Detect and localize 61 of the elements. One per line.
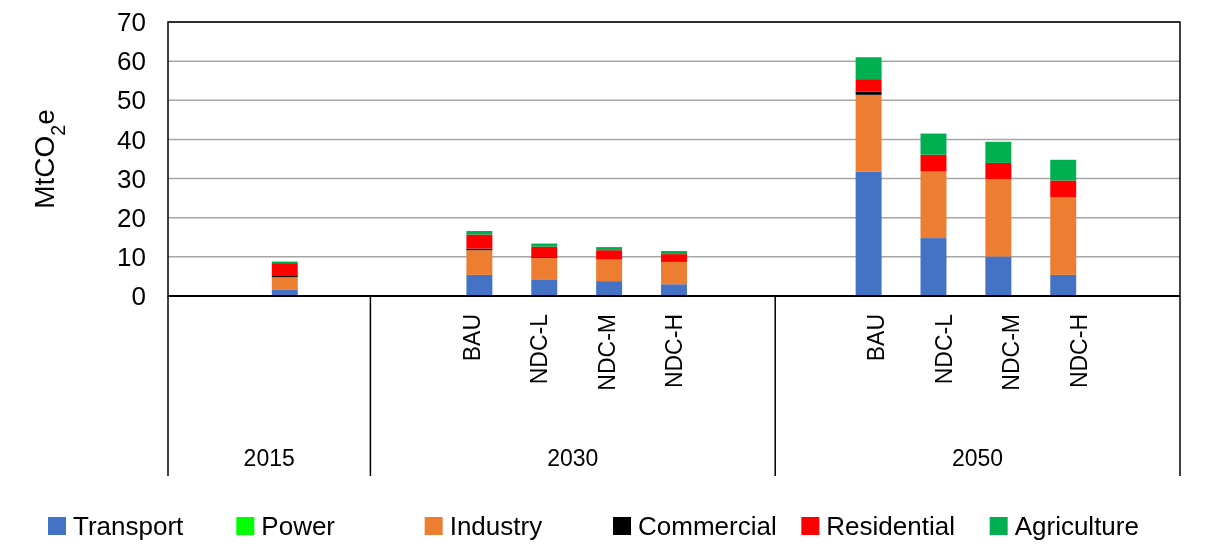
bar bbox=[855, 57, 882, 80]
x-tick-label: NDC-L bbox=[526, 313, 553, 385]
bar bbox=[531, 279, 558, 296]
bar bbox=[596, 281, 623, 296]
bar bbox=[855, 91, 882, 95]
bar bbox=[855, 94, 882, 172]
legend-label: Agriculture bbox=[1014, 511, 1139, 542]
y-tick-label: 0 bbox=[131, 281, 146, 312]
bar bbox=[985, 178, 1012, 257]
bar bbox=[271, 277, 298, 290]
legend-label: Commercial bbox=[638, 511, 777, 542]
y-tick-label: 40 bbox=[117, 124, 146, 155]
bar bbox=[466, 231, 493, 235]
bar bbox=[855, 171, 882, 296]
bar bbox=[531, 246, 558, 258]
bar bbox=[596, 250, 623, 260]
bar bbox=[596, 259, 623, 282]
x-tick-label: NDC-H bbox=[661, 314, 688, 389]
bar bbox=[985, 141, 1012, 163]
bar bbox=[661, 261, 687, 285]
y-tick-label: 70 bbox=[117, 7, 146, 38]
bar bbox=[531, 258, 558, 280]
bar bbox=[661, 254, 687, 262]
bar bbox=[531, 243, 558, 247]
y-tick-label: 60 bbox=[117, 46, 146, 77]
y-tick-label: 10 bbox=[117, 241, 146, 272]
y-tick-label: 20 bbox=[117, 202, 146, 233]
bar bbox=[466, 274, 493, 296]
legend-label: Residential bbox=[826, 511, 955, 542]
legend-label: Transport bbox=[73, 511, 185, 542]
bar bbox=[661, 284, 687, 296]
bar bbox=[466, 234, 493, 249]
x-tick-label: BAU bbox=[458, 314, 485, 362]
x-tick-label: NDC-H bbox=[1065, 314, 1092, 389]
x-tick-label: BAU bbox=[863, 314, 890, 362]
bar bbox=[1050, 180, 1077, 198]
x-tick-label: NDC-L bbox=[930, 313, 957, 385]
bar bbox=[661, 250, 687, 255]
bar bbox=[466, 250, 493, 275]
bar bbox=[920, 238, 947, 296]
bar bbox=[920, 133, 947, 155]
text: 2015 bbox=[243, 445, 295, 471]
bar bbox=[855, 79, 882, 92]
x-tick-label: NDC-M bbox=[998, 314, 1025, 391]
y-tick-label: 50 bbox=[117, 85, 146, 116]
bar bbox=[1050, 159, 1077, 181]
legend-label: Industry bbox=[449, 511, 543, 542]
bar bbox=[985, 162, 1012, 179]
bar bbox=[271, 263, 298, 277]
text: 2050 bbox=[952, 445, 1004, 471]
y-tick-label: 30 bbox=[117, 163, 146, 194]
bar bbox=[271, 289, 298, 296]
bar bbox=[985, 256, 1012, 296]
bar bbox=[1050, 274, 1077, 296]
legend-label: Power bbox=[261, 511, 336, 542]
text: 2030 bbox=[547, 445, 599, 471]
x-tick-label: NDC-M bbox=[593, 314, 620, 391]
bar bbox=[1050, 197, 1077, 275]
bar bbox=[596, 247, 623, 251]
bar bbox=[920, 154, 947, 172]
bar bbox=[920, 171, 947, 239]
